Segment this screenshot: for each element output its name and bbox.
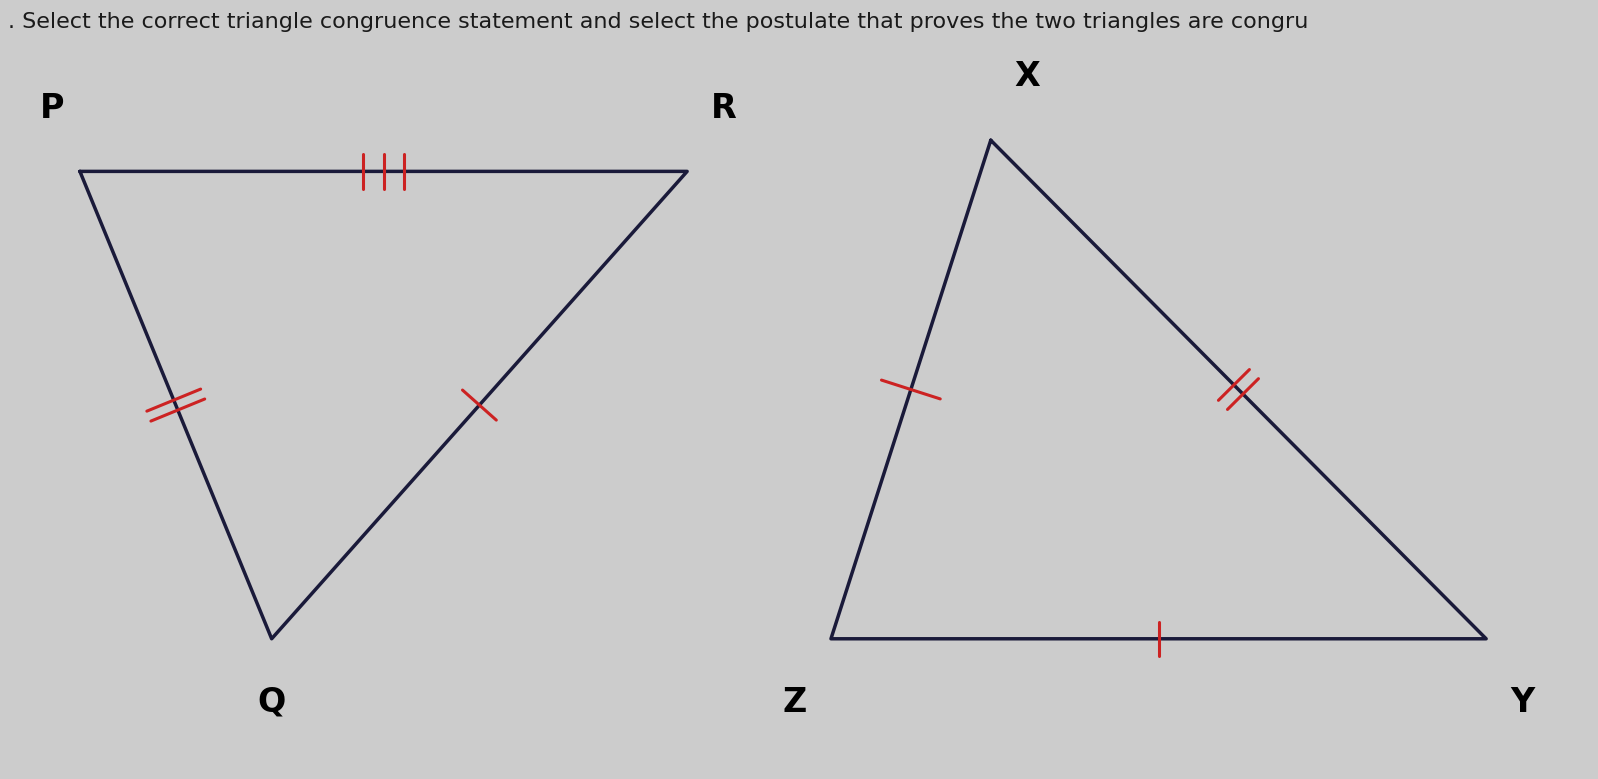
Text: Q: Q: [257, 686, 286, 718]
Text: Y: Y: [1510, 686, 1534, 718]
Text: Z: Z: [783, 686, 807, 718]
Text: P: P: [40, 92, 64, 125]
Text: . Select the correct triangle congruence statement and select the postulate that: . Select the correct triangle congruence…: [8, 12, 1309, 32]
Text: X: X: [1015, 61, 1040, 93]
Text: R: R: [711, 92, 737, 125]
